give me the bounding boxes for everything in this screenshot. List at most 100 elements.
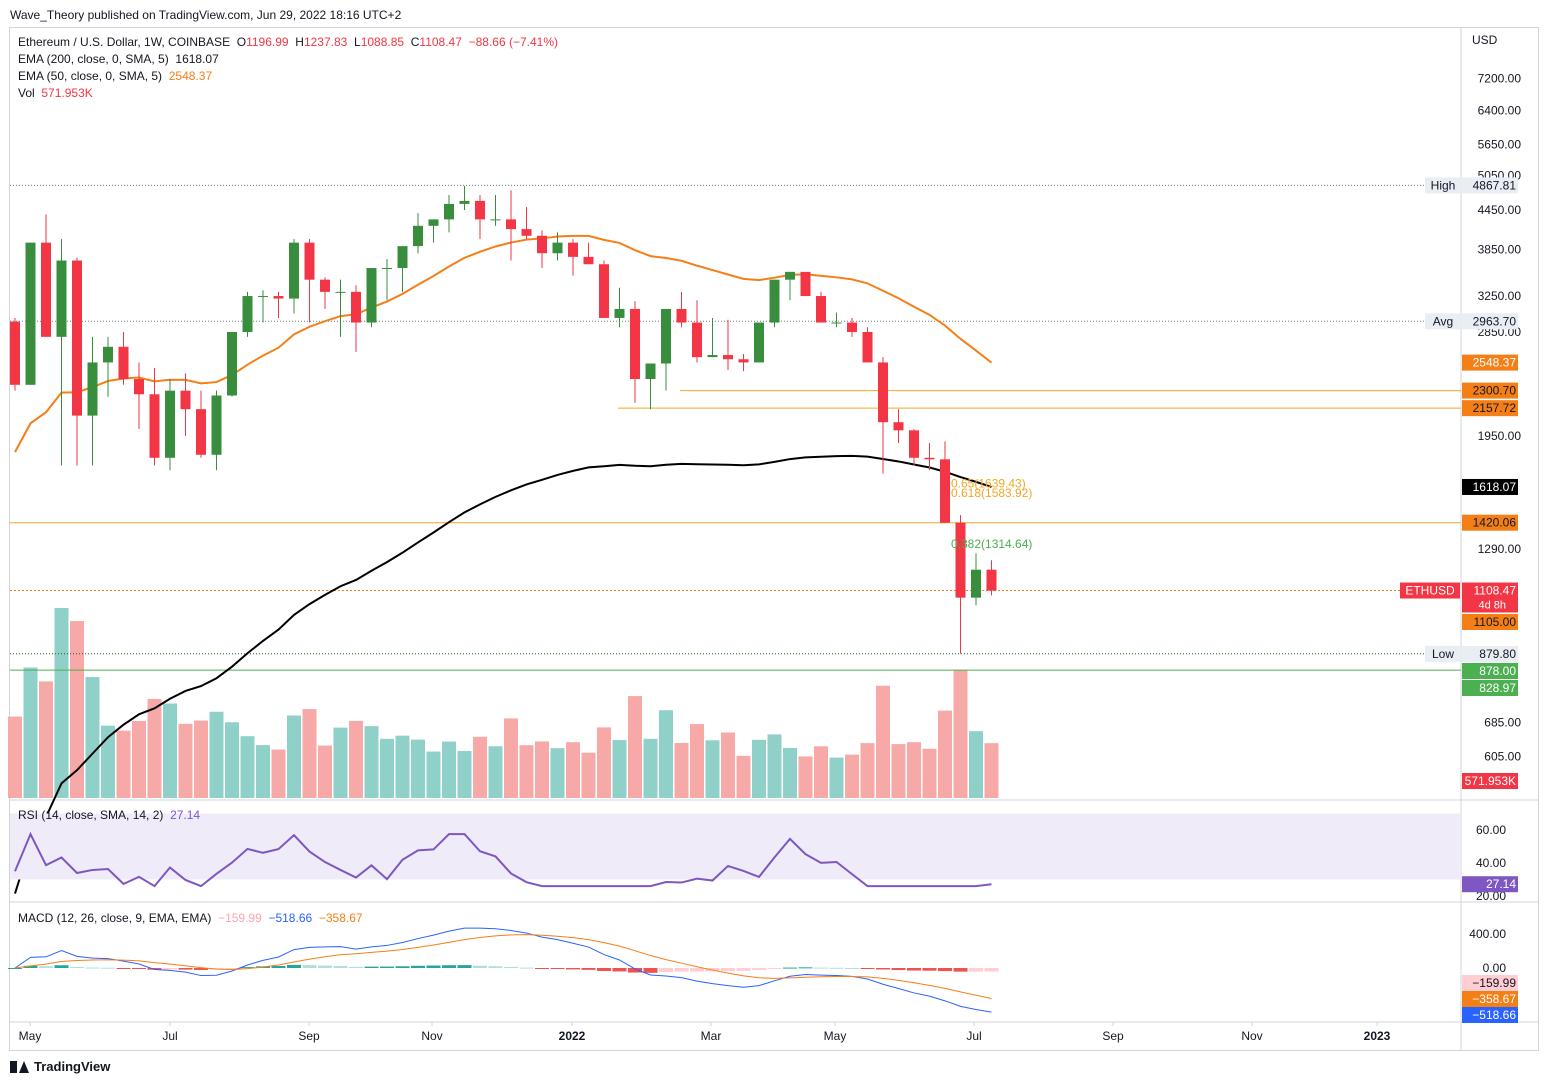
price-tick-label: 4450.00	[1478, 203, 1522, 217]
volume-bar	[349, 720, 363, 798]
macd-signal-value: −358.67	[318, 911, 363, 925]
volume-bar	[271, 749, 286, 798]
macd-line-current-badge	[1462, 1007, 1518, 1023]
ema50-legend[interactable]: EMA (50, close, 0, SMA, 5) 2548.37	[18, 68, 212, 85]
volume-bar	[116, 730, 131, 798]
macd-hist-bar	[70, 966, 84, 968]
macd-hist-bar	[54, 965, 69, 968]
macd-hist-bar	[364, 966, 379, 968]
candle-body	[490, 219, 501, 221]
low-tag-bg	[1425, 645, 1461, 662]
currency-label: USD	[1472, 33, 1498, 47]
macd-tick-label: 0.00	[1483, 961, 1507, 975]
candle-body	[428, 219, 439, 226]
candle-body	[630, 308, 640, 380]
volume-bar	[969, 731, 983, 798]
volume-bar	[938, 710, 952, 798]
macd-hist-bar	[240, 967, 255, 969]
volume-bar	[891, 744, 906, 798]
macd-hist-bar	[178, 968, 193, 970]
volume-bar	[101, 725, 115, 798]
volume-bar	[628, 696, 642, 798]
candle-body	[738, 359, 749, 363]
rsi-legend[interactable]: RSI (14, close, SMA, 14, 2) 27.14	[18, 807, 200, 824]
time-tick-label: Jul	[966, 1029, 981, 1043]
open-value: 1196.99	[246, 35, 289, 49]
macd-hist-bar	[302, 965, 317, 968]
volume-bar	[643, 738, 658, 798]
candle-body	[537, 235, 547, 254]
high-tag-bg	[1425, 177, 1461, 194]
candle-body	[459, 200, 470, 204]
vol-value: 571.953K	[41, 86, 93, 100]
macd-signal-current-badge	[1462, 991, 1518, 1007]
high-label: H	[295, 35, 304, 49]
volume-bar	[364, 726, 379, 798]
macd-hist-bar	[8, 968, 22, 969]
candle-body	[72, 260, 82, 416]
candle-body	[118, 346, 129, 380]
macd-hist-bar	[488, 966, 503, 968]
level-2157-price-badge	[1462, 400, 1518, 417]
volume-bar	[984, 743, 999, 798]
candle-body	[909, 430, 919, 458]
price-tick-label: 6400.00	[1478, 104, 1522, 118]
macd-hist-bar	[767, 968, 782, 969]
macd-signal-line	[14, 934, 992, 999]
volume-bar	[23, 667, 38, 798]
candle-body	[552, 242, 563, 254]
ema200-price-badge-text: 1618.07	[1473, 480, 1517, 494]
tradingview-brand[interactable]: TradingView	[10, 1059, 110, 1074]
macd-hist-bar	[442, 965, 456, 968]
macd-hist-bar	[922, 968, 937, 971]
vol-label: Vol	[18, 86, 35, 100]
volume-price-badge-text: 571.953K	[1465, 774, 1516, 788]
volume-bar	[922, 748, 937, 798]
macd-hist-bar	[984, 968, 999, 972]
volume-bar	[194, 720, 208, 798]
macd-hist-bar	[411, 965, 425, 968]
volume-bar	[240, 736, 255, 798]
candle-body	[723, 355, 733, 360]
candle-body	[816, 296, 826, 323]
macd-hist-bar	[39, 966, 53, 968]
candle-body	[940, 459, 950, 523]
candle-body	[924, 457, 935, 460]
macd-line-value: −518.66	[268, 911, 313, 925]
candle-body	[87, 362, 98, 416]
rsi-label: RSI (14, close, SMA, 14, 2)	[18, 808, 164, 822]
volume-bar	[814, 746, 828, 798]
symbol-tag-bg	[1400, 582, 1460, 599]
macd-hist-bar	[643, 968, 658, 973]
macd-hist-bar	[597, 968, 611, 971]
candle-body	[661, 308, 671, 364]
volume-legend[interactable]: Vol 571.953K	[18, 85, 93, 102]
ema200-legend[interactable]: EMA (200, close, 0, SMA, 5) 1618.07	[18, 51, 219, 68]
candle-body	[397, 246, 408, 269]
close-value: 1108.47	[419, 35, 462, 49]
time-tick-label: Nov	[421, 1029, 442, 1043]
macd-hist-bar	[860, 968, 875, 969]
macd-legend[interactable]: MACD (12, 26, close, 9, EMA, EMA) −159.9…	[18, 910, 363, 927]
price-tick-label: 5650.00	[1478, 138, 1522, 152]
macd-hist-bar	[85, 967, 100, 969]
candle-body	[25, 242, 36, 385]
candle-body	[103, 346, 113, 363]
symbol-name[interactable]: Ethereum / U.S. Dollar, 1W, COINBASE	[18, 35, 231, 49]
volume-bar	[612, 740, 627, 798]
ema200-value: 1618.07	[175, 52, 219, 66]
volume-bar	[457, 750, 472, 798]
rsi-value: 27.14	[170, 808, 201, 822]
low-value: 1088.85	[360, 35, 405, 49]
level-1105-price-badge	[1462, 614, 1518, 630]
candle-body	[444, 203, 454, 220]
candle-body	[196, 409, 206, 455]
candle-body	[366, 268, 377, 323]
candle-body	[211, 395, 222, 455]
change-value: −88.66 (−7.41%)	[468, 35, 558, 49]
time-tick-label: Sep	[1102, 1029, 1124, 1043]
low-tag: Low	[1432, 647, 1454, 661]
price-tick-label: 1290.00	[1478, 542, 1522, 556]
volume-bar	[829, 757, 844, 798]
